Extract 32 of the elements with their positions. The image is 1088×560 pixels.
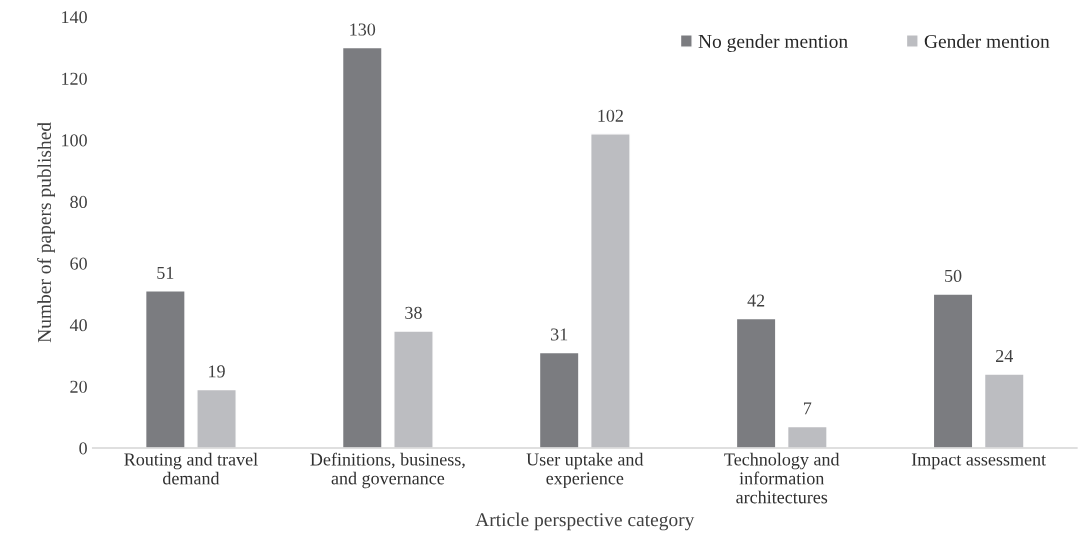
data-label: 50 (945, 269, 962, 282)
bar (735, 317, 777, 448)
y-tick-label: 140 (62, 11, 87, 24)
y-tick-label: 60 (70, 257, 87, 270)
bar (144, 290, 186, 448)
y-tick-label: 80 (70, 195, 87, 209)
bar (932, 293, 974, 448)
data-label: 102 (598, 109, 623, 122)
y-tick-label: 20 (70, 380, 87, 393)
data-label: 31 (551, 328, 568, 341)
data-label: 51 (157, 266, 174, 279)
x-tick-label: Definitions, business, and governance (310, 452, 465, 489)
bar (341, 46, 383, 448)
x-tick-label: Technology and information architectures (724, 452, 840, 504)
bar (538, 351, 580, 448)
x-tick-label: User uptake and experience (526, 452, 644, 489)
y-tick-label: 0 (79, 442, 87, 455)
x-tick-label: Routing and travel demand (124, 452, 258, 485)
x-tick-label: Impact assessment (911, 453, 1046, 470)
legend-label: Gender mention (924, 34, 1050, 48)
data-label: 24 (996, 349, 1013, 362)
x-axis-title: Article perspective category (475, 512, 695, 531)
data-label: 19 (209, 365, 225, 378)
data-label: 42 (747, 294, 765, 307)
y-tick-label: 100 (62, 134, 87, 147)
y-axis-title: Number of papers published (37, 122, 55, 343)
legend-label: No gender mention (698, 34, 848, 52)
data-label: 38 (405, 306, 422, 319)
y-tick-label: 120 (62, 72, 87, 85)
y-tick-label: 40 (69, 319, 87, 332)
data-label: 7 (804, 402, 812, 415)
data-label: 130 (350, 23, 376, 36)
